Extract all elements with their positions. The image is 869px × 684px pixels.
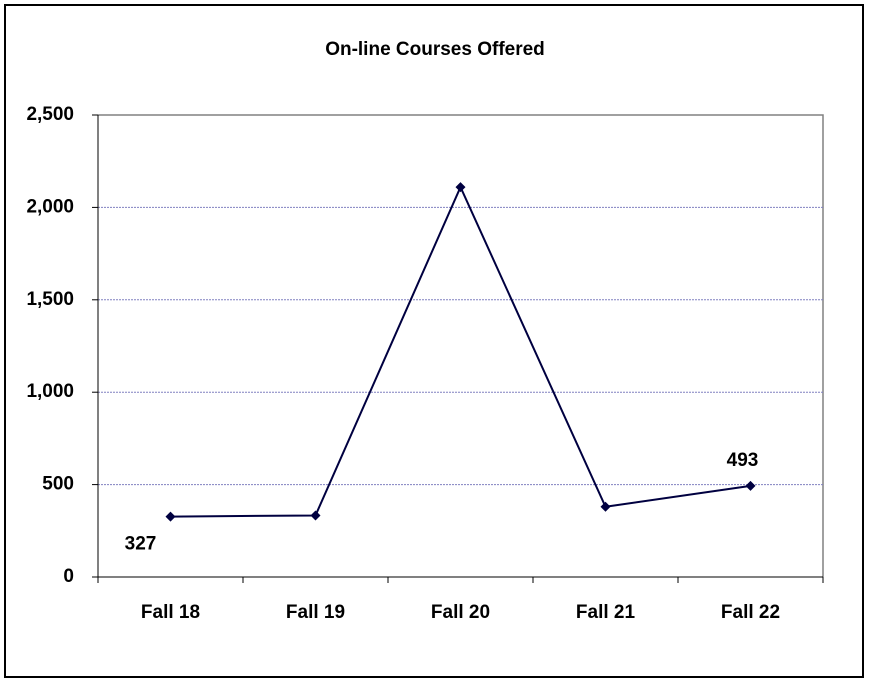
y-tick-label: 2,000 [26, 196, 74, 217]
data-point [600, 501, 611, 512]
y-tick-label: 0 [63, 566, 74, 587]
data-label: 493 [727, 450, 759, 471]
chart-title: On-line Courses Offered [325, 39, 545, 60]
y-tick-label: 2,500 [26, 104, 74, 125]
data-point [745, 480, 756, 491]
chart-border [4, 4, 864, 678]
x-tick-label: Fall 21 [576, 602, 636, 623]
y-tick-label: 1,000 [26, 381, 74, 402]
data-point [165, 511, 176, 522]
x-tick-label: Fall 20 [431, 602, 490, 623]
x-tick-label: Fall 22 [721, 602, 780, 623]
x-tick-label: Fall 18 [141, 602, 200, 623]
x-tick-label: Fall 19 [286, 602, 345, 623]
plot-frame [98, 114, 824, 577]
y-tick-label: 500 [42, 474, 74, 495]
data-point [310, 510, 321, 521]
data-label: 327 [125, 534, 157, 555]
y-tick-label: 1,500 [26, 289, 74, 310]
data-point [455, 182, 466, 193]
